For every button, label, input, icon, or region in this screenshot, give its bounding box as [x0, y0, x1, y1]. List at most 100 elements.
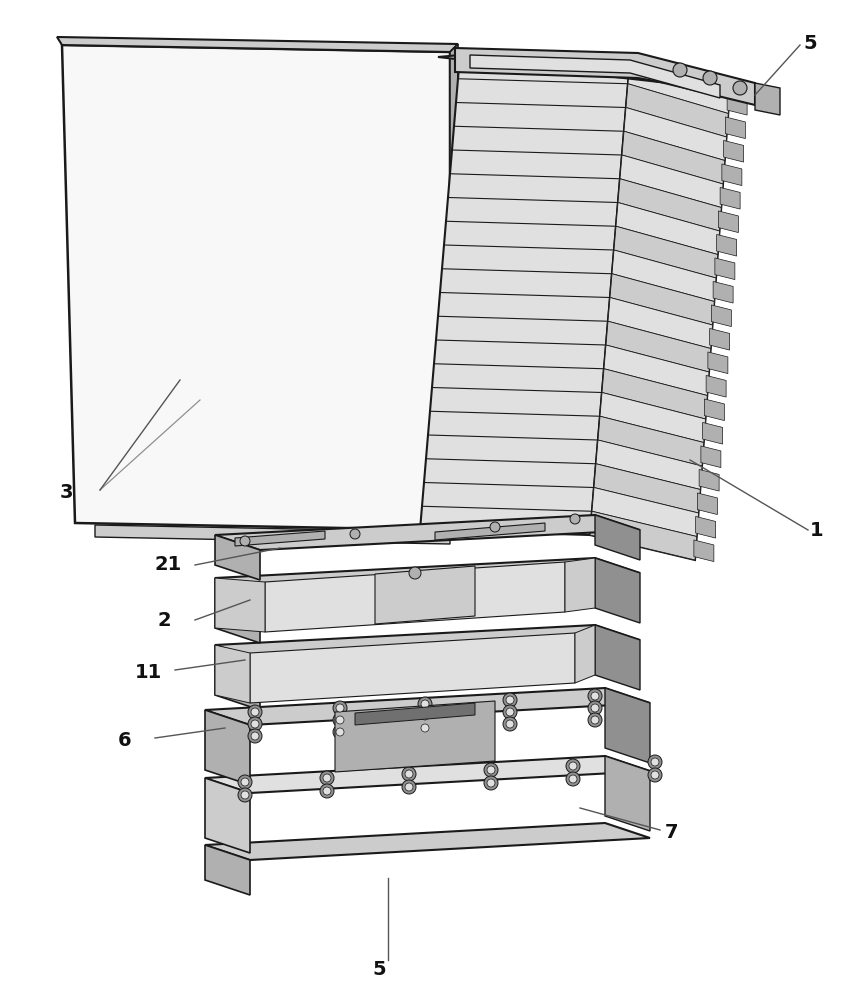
Polygon shape [589, 60, 729, 560]
Text: 3: 3 [60, 484, 73, 502]
Polygon shape [589, 511, 696, 560]
Polygon shape [717, 211, 738, 233]
Polygon shape [719, 187, 740, 209]
Polygon shape [419, 55, 629, 535]
Polygon shape [695, 516, 715, 538]
Circle shape [672, 63, 686, 77]
Text: 21: 21 [155, 556, 182, 574]
Circle shape [503, 717, 517, 731]
Circle shape [319, 771, 333, 785]
Circle shape [503, 705, 517, 719]
Circle shape [408, 567, 420, 579]
Polygon shape [594, 515, 639, 560]
Polygon shape [693, 540, 713, 562]
Polygon shape [205, 823, 649, 860]
Polygon shape [437, 55, 729, 90]
Circle shape [587, 701, 601, 715]
Circle shape [251, 732, 258, 740]
Polygon shape [435, 523, 544, 540]
Circle shape [591, 716, 598, 724]
Circle shape [647, 755, 661, 769]
Polygon shape [611, 250, 715, 302]
Polygon shape [700, 446, 720, 468]
Polygon shape [628, 60, 729, 114]
Circle shape [238, 788, 251, 802]
Circle shape [591, 692, 598, 700]
Polygon shape [604, 756, 649, 831]
Circle shape [420, 724, 429, 732]
Polygon shape [722, 140, 743, 162]
Polygon shape [705, 375, 725, 397]
Polygon shape [595, 440, 701, 489]
Circle shape [420, 712, 429, 720]
Circle shape [241, 778, 249, 786]
Circle shape [486, 766, 494, 774]
Polygon shape [715, 234, 736, 256]
Polygon shape [604, 345, 709, 395]
Circle shape [248, 717, 262, 731]
Polygon shape [205, 688, 649, 725]
Circle shape [703, 71, 716, 85]
Polygon shape [205, 756, 649, 793]
Polygon shape [375, 566, 474, 624]
Text: 2: 2 [158, 610, 171, 630]
Polygon shape [264, 562, 564, 632]
Circle shape [486, 779, 494, 787]
Polygon shape [702, 422, 722, 444]
Circle shape [405, 783, 412, 791]
Circle shape [568, 775, 576, 783]
Circle shape [248, 729, 262, 743]
Circle shape [241, 791, 249, 799]
Polygon shape [62, 45, 449, 530]
Polygon shape [214, 625, 639, 660]
Circle shape [248, 705, 262, 719]
Circle shape [650, 771, 659, 779]
Circle shape [587, 713, 601, 727]
Polygon shape [714, 258, 734, 280]
Polygon shape [335, 701, 494, 772]
Circle shape [483, 763, 498, 777]
Polygon shape [593, 464, 699, 513]
Circle shape [405, 770, 412, 778]
Circle shape [489, 522, 499, 532]
Polygon shape [57, 37, 457, 52]
Circle shape [336, 716, 344, 724]
Circle shape [238, 775, 251, 789]
Polygon shape [205, 845, 250, 895]
Polygon shape [592, 488, 697, 536]
Circle shape [483, 776, 498, 790]
Circle shape [647, 768, 661, 782]
Circle shape [319, 784, 333, 798]
Circle shape [332, 701, 347, 715]
Polygon shape [707, 352, 727, 374]
Circle shape [418, 709, 431, 723]
Polygon shape [214, 645, 250, 703]
Circle shape [336, 704, 344, 712]
Text: 5: 5 [372, 960, 385, 979]
Circle shape [505, 708, 513, 716]
Polygon shape [205, 710, 250, 785]
Polygon shape [574, 625, 594, 683]
Circle shape [332, 713, 347, 727]
Circle shape [336, 728, 344, 736]
Polygon shape [95, 525, 449, 544]
Polygon shape [250, 633, 574, 703]
Circle shape [332, 725, 347, 739]
Polygon shape [727, 93, 746, 115]
Polygon shape [469, 55, 719, 98]
Circle shape [418, 697, 431, 711]
Polygon shape [214, 558, 639, 593]
Polygon shape [712, 281, 732, 303]
Polygon shape [613, 226, 717, 278]
Polygon shape [455, 48, 754, 105]
Circle shape [587, 689, 601, 703]
Polygon shape [610, 274, 714, 325]
Polygon shape [725, 117, 745, 139]
Polygon shape [625, 84, 728, 137]
Polygon shape [214, 645, 260, 710]
Polygon shape [594, 625, 639, 690]
Circle shape [251, 708, 258, 716]
Circle shape [323, 787, 331, 795]
Polygon shape [214, 578, 260, 643]
Text: 7: 7 [664, 823, 678, 842]
